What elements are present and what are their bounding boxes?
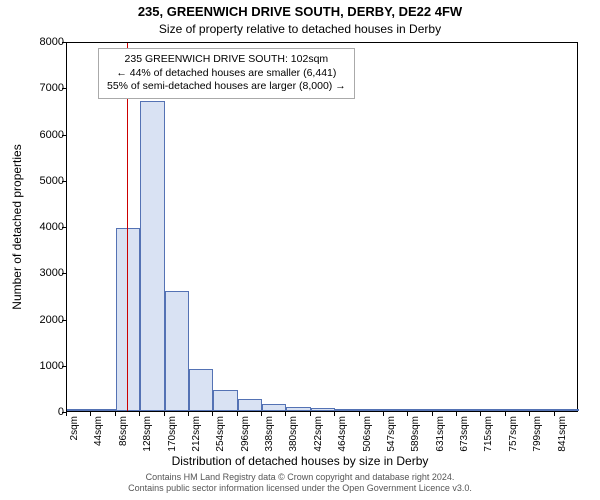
histogram-bar (335, 409, 359, 411)
y-tick-label: 4000 (24, 221, 64, 233)
annotation-box: 235 GREENWICH DRIVE SOUTH: 102sqm ← 44% … (98, 48, 355, 99)
x-tick-mark (139, 412, 140, 416)
histogram-bar (91, 409, 115, 411)
histogram-bar (481, 409, 505, 411)
x-tick-mark (554, 412, 555, 416)
histogram-bar (506, 409, 530, 411)
x-tick-mark (66, 412, 67, 416)
y-tick-label: 7000 (24, 82, 64, 94)
chart-title-sub: Size of property relative to detached ho… (0, 22, 600, 36)
y-tick-label: 8000 (24, 36, 64, 48)
footer: Contains HM Land Registry data © Crown c… (0, 472, 600, 494)
histogram-bar (213, 390, 237, 411)
histogram-bar (408, 409, 432, 411)
x-tick-mark (432, 412, 433, 416)
histogram-bar (67, 409, 91, 411)
histogram-bar (165, 291, 189, 411)
x-tick-mark (407, 412, 408, 416)
histogram-bar (555, 409, 579, 411)
histogram-bar (384, 409, 408, 411)
histogram-bar (530, 409, 554, 411)
footer-line2: Contains public sector information licen… (0, 483, 600, 494)
histogram-bar (311, 408, 335, 411)
histogram-bar (457, 409, 481, 411)
histogram-bar (140, 101, 164, 411)
y-tick-label: 1000 (24, 360, 64, 372)
x-tick-mark (261, 412, 262, 416)
x-tick-mark (310, 412, 311, 416)
y-axis-label-text: Number of detached properties (10, 144, 24, 309)
histogram-bar (238, 399, 262, 411)
y-tick-label: 6000 (24, 129, 64, 141)
y-tick-label: 3000 (24, 267, 64, 279)
footer-line1: Contains HM Land Registry data © Crown c… (0, 472, 600, 483)
y-tick-label: 5000 (24, 175, 64, 187)
histogram-bar (116, 228, 140, 411)
histogram-bar (360, 409, 384, 411)
x-tick-mark (188, 412, 189, 416)
x-tick-mark (529, 412, 530, 416)
x-tick-mark (505, 412, 506, 416)
x-tick-mark (285, 412, 286, 416)
histogram-chart: 235, GREENWICH DRIVE SOUTH, DERBY, DE22 … (0, 0, 600, 500)
x-tick-mark (164, 412, 165, 416)
x-tick-mark (359, 412, 360, 416)
y-axis-label: Number of detached properties (10, 62, 24, 227)
annotation-line3: 55% of semi-detached houses are larger (… (107, 80, 346, 94)
y-tick-label: 0 (24, 406, 64, 418)
x-axis-label: Distribution of detached houses by size … (0, 454, 600, 468)
x-tick-mark (237, 412, 238, 416)
x-tick-mark (212, 412, 213, 416)
x-tick-mark (383, 412, 384, 416)
x-tick-mark (480, 412, 481, 416)
x-tick-mark (334, 412, 335, 416)
annotation-line1: 235 GREENWICH DRIVE SOUTH: 102sqm (107, 53, 346, 67)
histogram-bar (433, 409, 457, 411)
x-tick-mark (90, 412, 91, 416)
x-tick-mark (456, 412, 457, 416)
annotation-line2: ← 44% of detached houses are smaller (6,… (107, 67, 346, 81)
chart-title-main: 235, GREENWICH DRIVE SOUTH, DERBY, DE22 … (0, 4, 600, 19)
histogram-bar (189, 369, 213, 411)
histogram-bar (262, 404, 286, 411)
histogram-bar (286, 407, 310, 411)
x-tick-mark (115, 412, 116, 416)
y-tick-label: 2000 (24, 314, 64, 326)
